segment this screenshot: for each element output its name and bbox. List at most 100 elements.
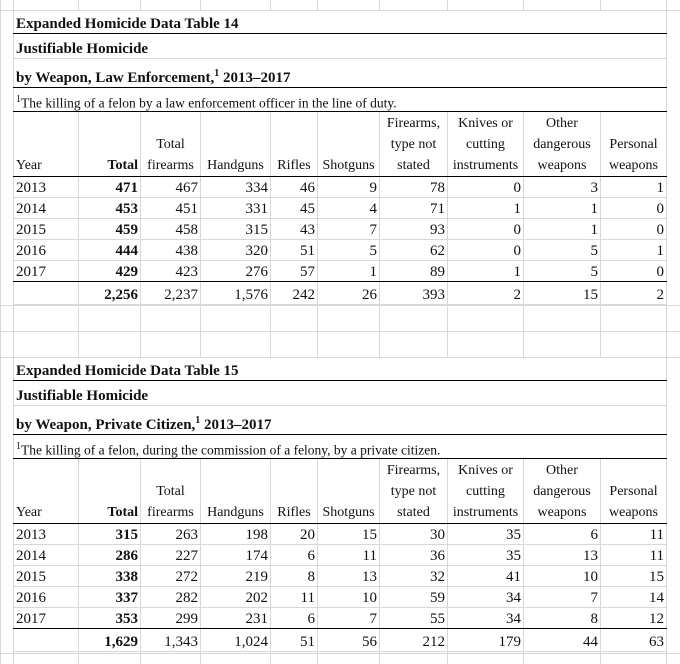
total-cell: 2,237 xyxy=(140,281,201,305)
table-title: Expanded Homicide Data Table 15 xyxy=(12,357,668,381)
value-cell: 1 xyxy=(317,260,380,282)
value-cell: 13 xyxy=(317,565,380,587)
value-cell: 34 xyxy=(447,586,524,608)
total-cell: 1,024 xyxy=(200,628,271,652)
column-header-line: weapons xyxy=(537,158,587,173)
value-cell: 286 xyxy=(78,544,141,566)
column-header-line: Handguns xyxy=(207,158,264,173)
value-cell: 315 xyxy=(200,218,271,240)
fn-row: 1The killing of a felon by a law enforce… xyxy=(12,87,668,112)
value-cell: 429 xyxy=(78,260,141,282)
value-cell: 15 xyxy=(599,565,668,587)
subtitle-text: Justifiable Homicide xyxy=(16,41,149,57)
column-header: Firearms, type not stated xyxy=(379,111,448,177)
column-header-line: type not xyxy=(390,137,437,152)
value-cell: 459 xyxy=(78,218,141,240)
column-header-line: Year xyxy=(16,158,42,173)
gridline xyxy=(13,0,14,664)
year-cell: 2014 xyxy=(13,197,79,219)
table-subtitle: Justifiable Homicide xyxy=(12,33,668,59)
value-cell: 202 xyxy=(200,586,271,608)
r3-row: by Weapon, Private Citizen,1 2013–2017 xyxy=(12,405,668,435)
value-cell: 0 xyxy=(447,239,524,261)
column-header: Shotguns xyxy=(317,458,380,524)
column-header: Knives or cutting instruments xyxy=(447,111,524,177)
table-row: 2017 429 423 276 57 1 89 1 5 0 xyxy=(13,260,668,282)
value-cell: 353 xyxy=(78,607,141,629)
value-cell: 219 xyxy=(200,565,271,587)
total-cell xyxy=(13,281,79,305)
r2-row: Justifiable Homicide xyxy=(12,33,668,59)
footnote-text: The killing of a felon, during the commi… xyxy=(21,442,441,457)
value-cell: 35 xyxy=(447,544,524,566)
column-header-line: firearms xyxy=(147,158,194,173)
value-cell: 11 xyxy=(270,586,318,608)
gridline xyxy=(0,653,680,654)
total-cell: 63 xyxy=(599,628,668,652)
gridline xyxy=(447,0,448,664)
column-header-line: instruments xyxy=(452,158,519,173)
column-header-line: weapons xyxy=(609,505,659,520)
table-title: Expanded Homicide Data Table 14 xyxy=(12,10,668,34)
value-cell: 5 xyxy=(317,239,380,261)
column-header-line: dangerous xyxy=(533,484,591,499)
gridline xyxy=(270,0,271,664)
table-row: 2016 337 282 202 11 10 59 34 7 14 xyxy=(13,586,668,608)
column-header-line: weapons xyxy=(537,505,587,520)
column-header-line: cutting xyxy=(466,137,505,152)
column-header: Firearms, type not stated xyxy=(379,458,448,524)
value-cell: 1 xyxy=(599,239,668,261)
column-header: Shotguns xyxy=(317,111,380,177)
table-row: 2015 338 272 219 8 13 32 41 10 15 xyxy=(13,565,668,587)
column-header-line: Shotguns xyxy=(322,158,375,173)
column-header-line: Total xyxy=(107,158,138,173)
value-cell: 3 xyxy=(523,176,601,198)
value-cell: 15 xyxy=(317,523,380,545)
value-cell: 458 xyxy=(140,218,201,240)
gridline xyxy=(78,0,79,664)
column-header-line: Year xyxy=(16,505,42,520)
footnote-ref: 1 xyxy=(214,68,220,79)
value-cell: 7 xyxy=(523,586,601,608)
table-heading: by Weapon, Private Citizen,1 2013–2017 xyxy=(12,405,668,435)
year-cell: 2014 xyxy=(13,544,79,566)
footnote-text: The killing of a felon by a law enforcem… xyxy=(21,95,397,110)
total-cell: 179 xyxy=(447,628,524,652)
total-cell: 242 xyxy=(270,281,318,305)
heading-years: 2013–2017 xyxy=(200,417,272,433)
value-cell: 331 xyxy=(200,197,271,219)
column-header: Knives or cutting instruments xyxy=(447,458,524,524)
total-cell: 1,343 xyxy=(140,628,201,652)
value-cell: 45 xyxy=(270,197,318,219)
value-cell: 231 xyxy=(200,607,271,629)
value-cell: 93 xyxy=(379,218,448,240)
gridline xyxy=(0,331,680,332)
totals-row: 2,256 2,237 1,576 242 26 393 2 15 2 xyxy=(13,281,668,305)
value-cell: 276 xyxy=(200,260,271,282)
value-cell: 57 xyxy=(270,260,318,282)
header-row: Year Total Total firearms Handguns Rifles Shot… xyxy=(13,458,668,524)
year-cell: 2015 xyxy=(13,565,79,587)
value-cell: 5 xyxy=(523,260,601,282)
value-cell: 30 xyxy=(379,523,448,545)
value-cell: 12 xyxy=(599,607,668,629)
value-cell: 1 xyxy=(447,197,524,219)
footnote-mark: 1 xyxy=(16,440,21,452)
column-header-line: Rifles xyxy=(277,158,311,173)
column-header-line: stated xyxy=(397,158,430,173)
value-cell: 14 xyxy=(599,586,668,608)
value-cell: 299 xyxy=(140,607,201,629)
value-cell: 7 xyxy=(317,218,380,240)
table-14: Expanded Homicide Data Table 14 Justifiab… xyxy=(12,10,668,305)
total-cell: 26 xyxy=(317,281,380,305)
column-header: Rifles xyxy=(270,458,318,524)
year-cell: 2017 xyxy=(13,607,79,629)
column-header-line: weapons xyxy=(609,158,659,173)
total-cell: 393 xyxy=(379,281,448,305)
total-cell: 51 xyxy=(270,628,318,652)
value-cell: 1 xyxy=(523,197,601,219)
value-cell: 11 xyxy=(599,523,668,545)
value-cell: 4 xyxy=(317,197,380,219)
column-header: Total firearms xyxy=(140,111,201,177)
footnote-ref: 1 xyxy=(195,415,201,426)
